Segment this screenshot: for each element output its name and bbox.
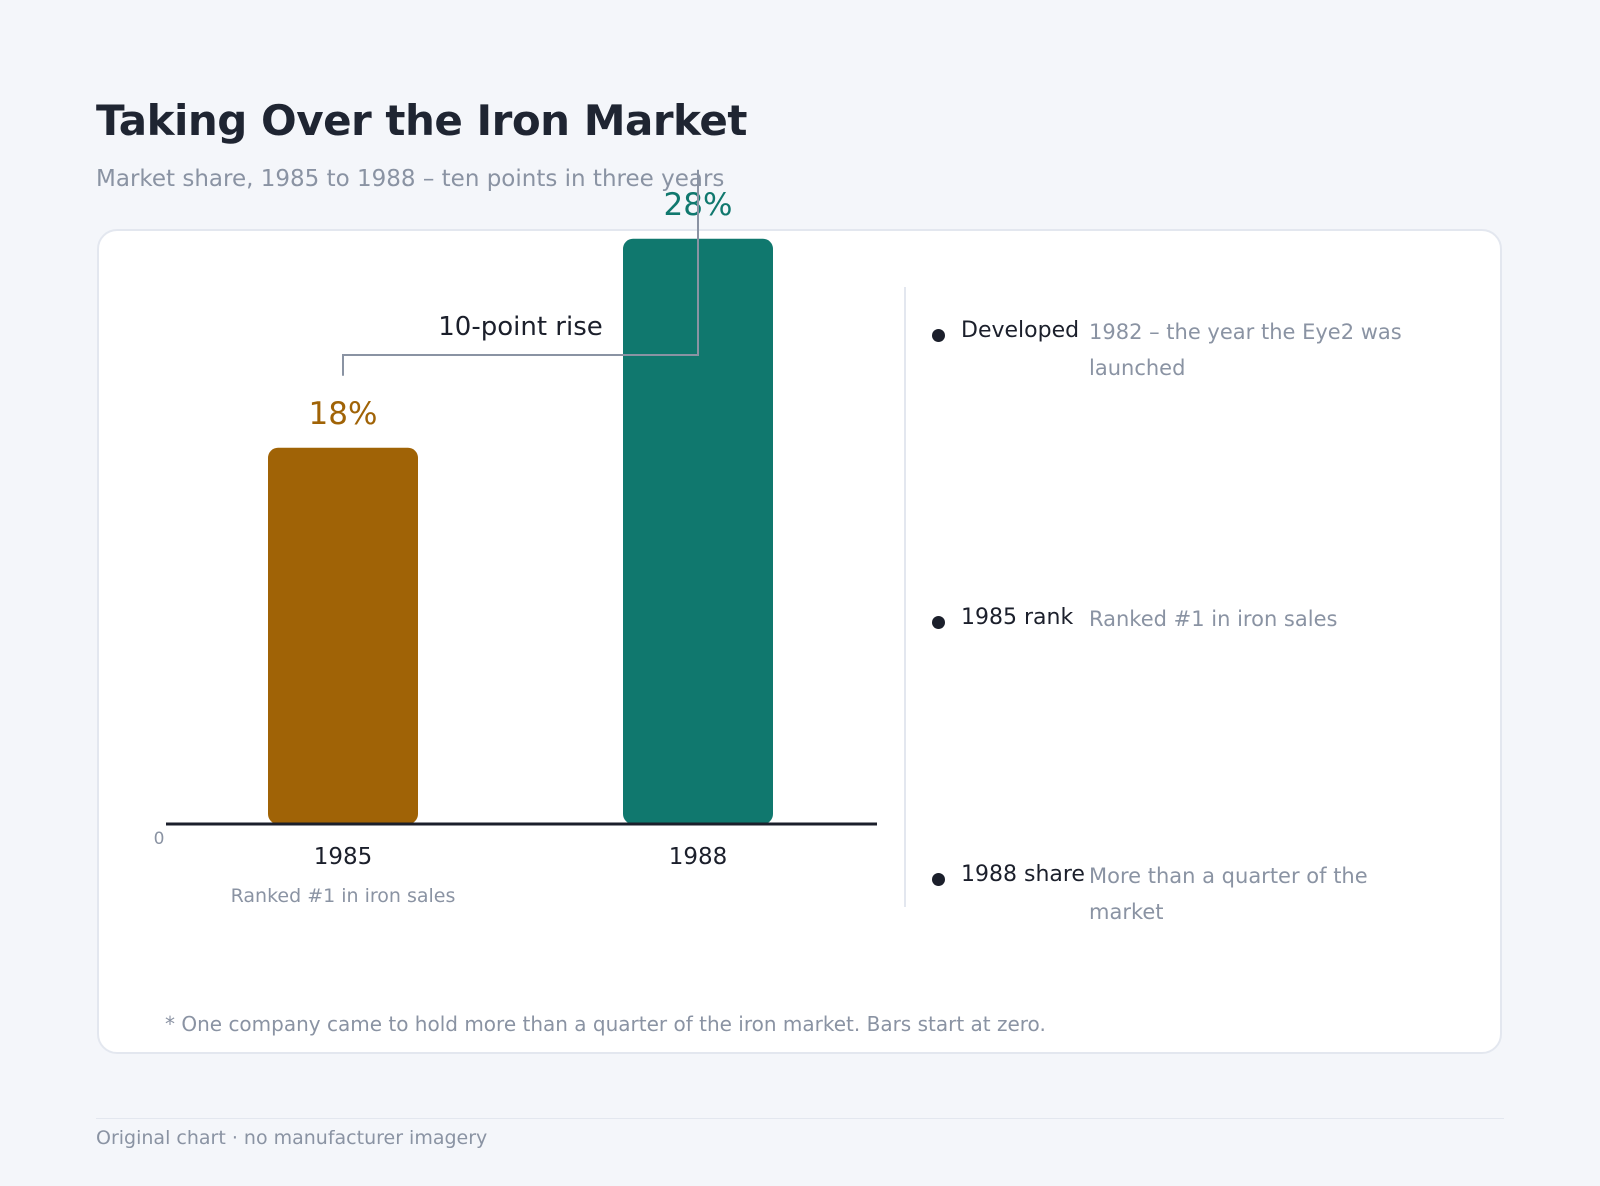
data-label-1985: 18% — [309, 396, 378, 432]
chart-footnote: * One company came to hold more than a q… — [165, 1012, 1046, 1036]
x-tick-label-1985: 1985 — [314, 844, 373, 870]
note-key: 1988 share — [961, 862, 1085, 887]
note-value: More than a quarter of the market — [1089, 864, 1368, 924]
rise-annotation-label: 10-point rise — [438, 312, 603, 342]
chart-credit: Original chart · no manufacturer imagery — [96, 1127, 488, 1149]
x-tick-label-1988: 1988 — [669, 844, 728, 870]
footer-rule — [96, 1118, 1504, 1119]
bullet-icon — [932, 616, 945, 629]
bullet-icon — [932, 329, 945, 342]
panel-divider — [904, 287, 906, 907]
bar-1985 — [268, 447, 418, 824]
page-subtitle: Market share, 1985 to 1988 – ten points … — [96, 166, 725, 192]
note-key: Developed — [961, 318, 1080, 343]
rise-bracket — [342, 169, 699, 376]
note-value: 1982 – the year the Eye2 was launched — [1089, 320, 1402, 380]
bullet-icon — [932, 873, 945, 886]
note-key: 1985 rank — [961, 605, 1074, 630]
note-value: Ranked #1 in iron sales — [1089, 607, 1338, 631]
bar-1988 — [623, 238, 773, 825]
x-sublabel-1985: Ranked #1 in iron sales — [231, 885, 456, 907]
y-tick-label-0: 0 — [154, 829, 165, 849]
page-title: Taking Over the Iron Market — [96, 96, 747, 145]
